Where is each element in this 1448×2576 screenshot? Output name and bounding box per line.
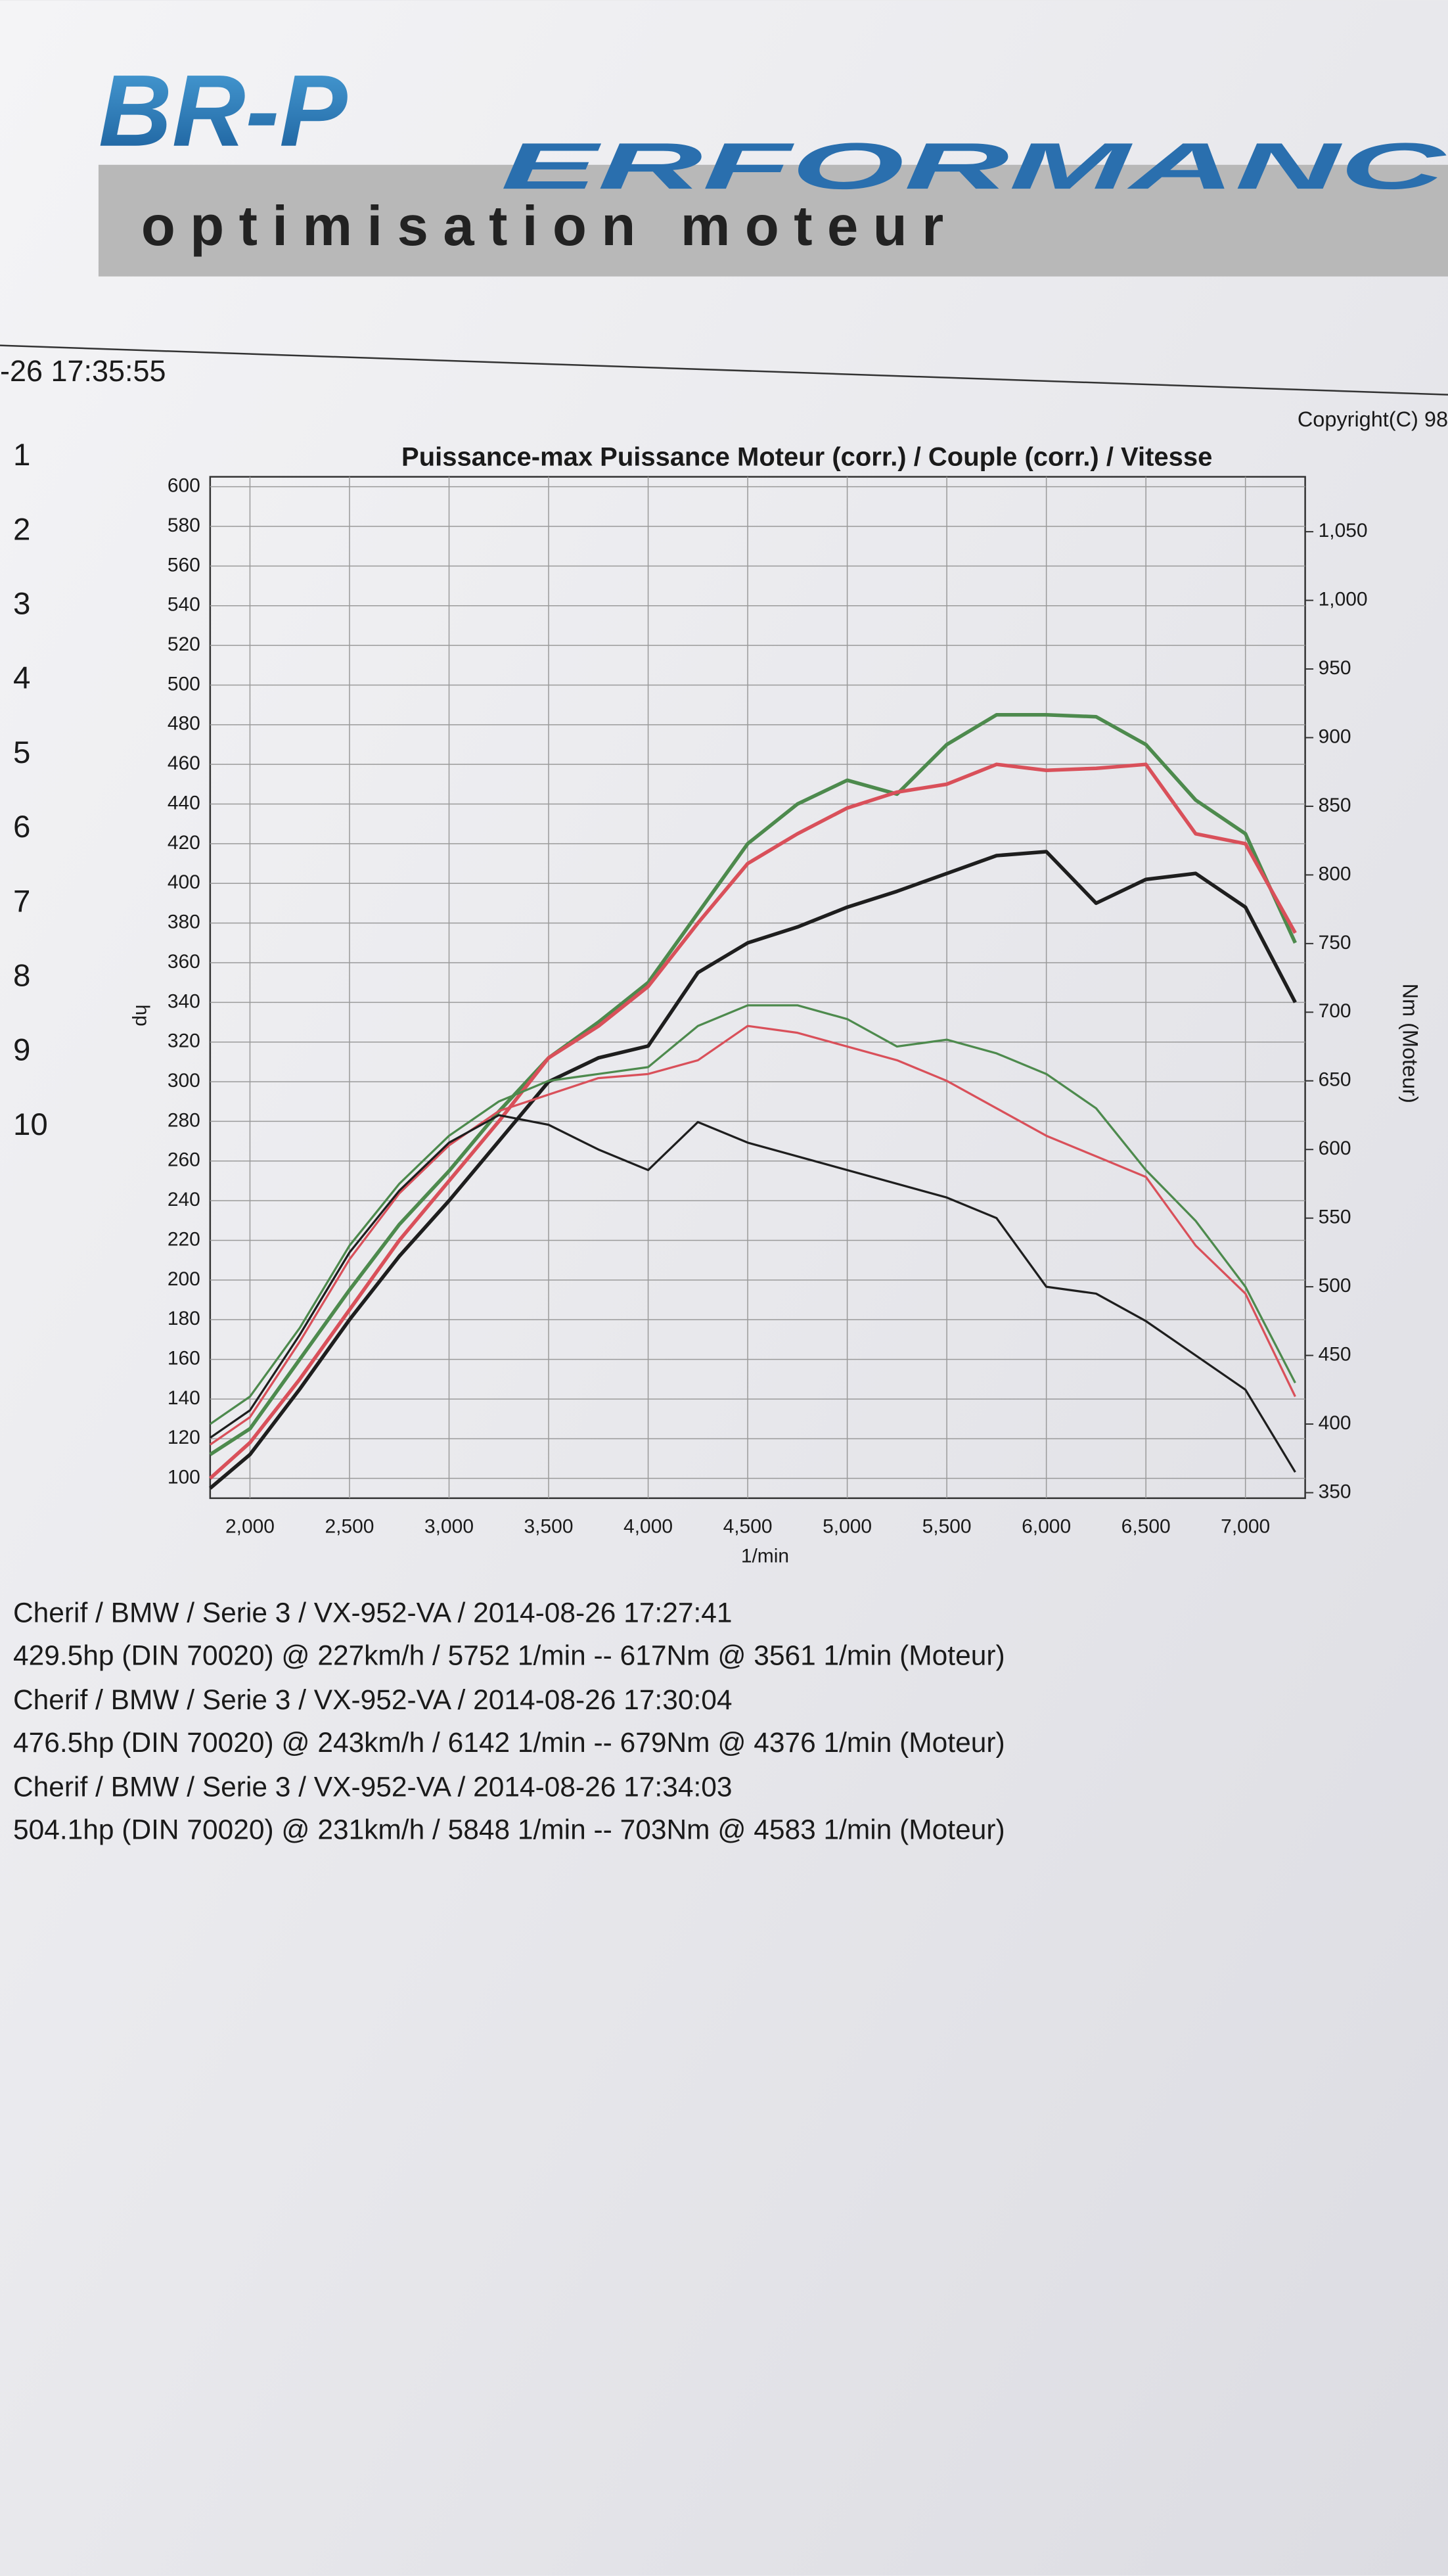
- y-tick-label: 580: [168, 515, 200, 536]
- plot-frame: [209, 476, 1306, 1500]
- data-line: [209, 1024, 1296, 1446]
- x-tick-label: 5,000: [823, 1516, 872, 1538]
- y-tick-label: 440: [168, 792, 200, 814]
- y-tick-label: 120: [168, 1427, 200, 1448]
- y2-axis-label: Nm (Moteur): [1398, 984, 1422, 1103]
- data-line: [209, 850, 1297, 1490]
- y-tick-label: 300: [168, 1070, 200, 1092]
- side-number: 6: [13, 810, 30, 844]
- y-tick-label: 380: [168, 911, 200, 933]
- x-tick-label: 3,500: [524, 1516, 574, 1538]
- side-number: 1: [13, 438, 30, 472]
- run-result: 504.1hp (DIN 70020) @ 231km/h / 5848 1/m…: [13, 1814, 1005, 1845]
- data-line: [209, 1004, 1296, 1425]
- rule: [0, 344, 1448, 396]
- y-tick-label: 520: [168, 633, 200, 655]
- y2-tick-label: 1,000: [1319, 589, 1368, 610]
- y-tick-label: 140: [168, 1387, 200, 1409]
- x-tick-label: 4,000: [623, 1516, 673, 1538]
- run-title: Cherif / BMW / Serie 3 / VX-952-VA / 201…: [13, 1598, 733, 1628]
- y-tick-label: 320: [168, 1030, 200, 1052]
- y-tick-label: 560: [168, 554, 200, 576]
- y-tick-label: 100: [168, 1467, 200, 1488]
- y2-tick-label: 1,050: [1319, 520, 1368, 541]
- y2-tick-label: 850: [1319, 794, 1351, 816]
- y2-tick-label: 450: [1319, 1344, 1351, 1366]
- y-tick-label: 260: [168, 1149, 200, 1171]
- tagline-bar: [98, 164, 1448, 277]
- x-tick-label: 2,500: [325, 1516, 374, 1538]
- x-tick-label: 7,000: [1221, 1516, 1270, 1538]
- side-number: 7: [13, 884, 30, 919]
- side-number: 4: [13, 661, 30, 696]
- y2-tick-label: 350: [1319, 1481, 1351, 1502]
- y-tick-label: 540: [168, 594, 200, 616]
- y-tick-label: 360: [168, 951, 200, 973]
- y2-tick-label: 700: [1319, 1000, 1351, 1022]
- data-line: [209, 1114, 1296, 1473]
- side-number: 8: [13, 959, 30, 994]
- copyright: Copyright(C) 98: [1298, 407, 1448, 431]
- run-title: Cherif / BMW / Serie 3 / VX-952-VA / 201…: [13, 1772, 733, 1803]
- x-tick-label: 6,000: [1022, 1516, 1071, 1538]
- y2-tick-label: 550: [1319, 1207, 1351, 1228]
- y-tick-label: 200: [168, 1268, 200, 1290]
- y-tick-label: 240: [168, 1189, 200, 1210]
- side-number: 5: [13, 735, 30, 770]
- y2-tick-label: 800: [1319, 863, 1351, 885]
- y-tick-label: 420: [168, 832, 200, 854]
- logo: BR-P: [99, 54, 348, 168]
- y-tick-label: 600: [168, 475, 200, 497]
- y-tick-label: 460: [168, 752, 200, 774]
- y2-tick-label: 900: [1319, 725, 1351, 747]
- y2-tick-label: 600: [1319, 1138, 1351, 1159]
- y2-tick-label: 750: [1319, 932, 1351, 954]
- run-result: 429.5hp (DIN 70020) @ 227km/h / 5752 1/m…: [13, 1640, 1005, 1671]
- x-tick-label: 2,000: [225, 1516, 275, 1538]
- y-tick-label: 500: [168, 673, 200, 695]
- x-tick-label: 4,500: [723, 1516, 773, 1538]
- y-axis-label: hp: [131, 1005, 153, 1026]
- side-number: 3: [13, 587, 30, 622]
- y2-tick-label: 500: [1319, 1275, 1351, 1297]
- chart-title: Puissance-max Puissance Moteur (corr.) /…: [401, 443, 1212, 472]
- y2-tick-label: 950: [1319, 657, 1351, 679]
- y-tick-label: 340: [168, 990, 200, 1012]
- y-tick-label: 220: [168, 1228, 200, 1250]
- y2-tick-label: 650: [1319, 1069, 1351, 1091]
- run-result: 476.5hp (DIN 70020) @ 243km/h / 6142 1/m…: [13, 1728, 1005, 1759]
- tagline: optimisation moteur: [141, 195, 959, 258]
- data-line: [209, 712, 1297, 1456]
- y-tick-label: 480: [168, 713, 200, 735]
- side-number: 2: [13, 512, 30, 547]
- x-tick-label: 3,000: [424, 1516, 474, 1538]
- y-tick-label: 400: [168, 871, 200, 893]
- x-tick-label: 6,500: [1121, 1516, 1171, 1538]
- side-number: 10: [13, 1107, 48, 1142]
- y2-tick-label: 400: [1319, 1412, 1351, 1434]
- data-line: [209, 762, 1297, 1480]
- y-tick-label: 180: [168, 1308, 200, 1329]
- timestamp: -26 17:35:55: [0, 354, 166, 388]
- y-tick-label: 280: [168, 1109, 200, 1131]
- side-number: 9: [13, 1033, 30, 1068]
- run-title: Cherif / BMW / Serie 3 / VX-952-VA / 201…: [13, 1685, 733, 1716]
- y-tick-label: 160: [168, 1348, 200, 1369]
- x-axis-label: 1/min: [741, 1546, 789, 1567]
- x-tick-label: 5,500: [922, 1516, 972, 1538]
- logo: ERFORMANC: [501, 130, 1447, 203]
